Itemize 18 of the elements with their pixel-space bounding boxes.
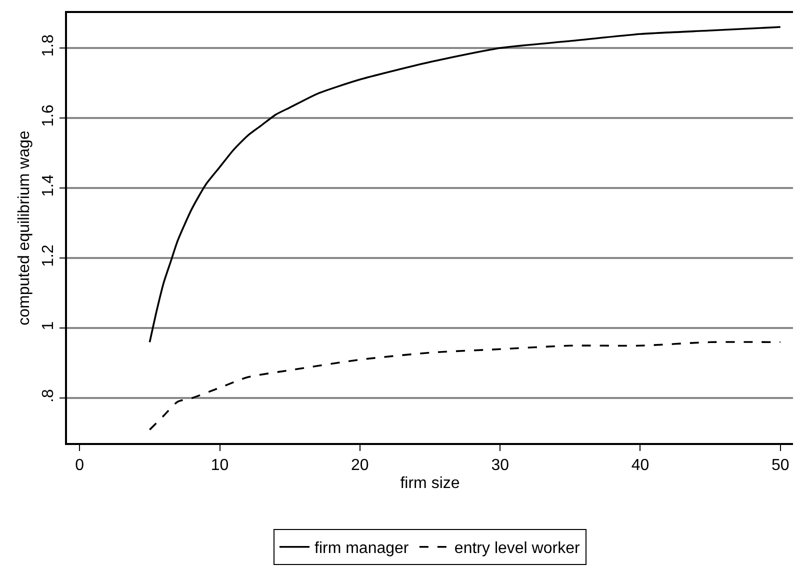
x-tick-label: 10 bbox=[210, 456, 229, 474]
legend-label: entry level worker bbox=[454, 540, 580, 558]
legend-label: firm manager bbox=[314, 540, 410, 558]
y-tick-label: .8 bbox=[40, 389, 57, 402]
x-axis-title: firm size bbox=[400, 475, 460, 492]
y-axis-title: computed equilibrium wage bbox=[16, 130, 34, 326]
line-series bbox=[148, 341, 782, 431]
y-tick-label: 1 bbox=[40, 321, 57, 330]
x-tick-label: 20 bbox=[351, 456, 369, 474]
x-tick-label: 40 bbox=[631, 456, 650, 474]
y-tick-label: 1.8 bbox=[40, 34, 57, 57]
y-tick-label: 1.2 bbox=[40, 244, 57, 267]
x-tick-label: 30 bbox=[491, 456, 510, 474]
x-tick-label: 0 bbox=[75, 456, 84, 474]
x-tick-label: 50 bbox=[771, 456, 790, 474]
line-series bbox=[148, 26, 782, 344]
y-tick-label: 1.4 bbox=[40, 174, 57, 197]
y-tick-label: 1.6 bbox=[40, 104, 57, 127]
